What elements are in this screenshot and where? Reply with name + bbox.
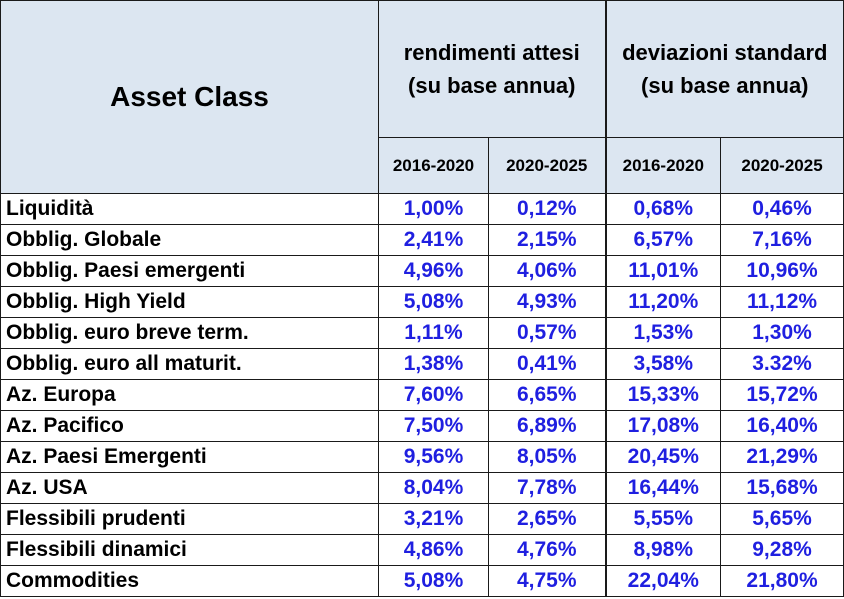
- value-cell: 8,05%: [487, 441, 607, 473]
- table-row: Liquidità 1,00% 0,12% 0,68% 0,46%: [0, 193, 844, 225]
- period-header: 2020-2025: [720, 137, 844, 194]
- asset-class-name: Obblig. euro all maturit.: [0, 348, 379, 380]
- value-cell: 0,57%: [487, 317, 607, 349]
- asset-class-name: Liquidità: [0, 193, 379, 225]
- expected-returns-header: rendimenti attesi (su base annua): [377, 0, 607, 138]
- value-cell: 7,78%: [487, 472, 607, 504]
- value-cell: 6,57%: [604, 224, 722, 256]
- table-row: Obblig. euro all maturit. 1,38% 0,41% 3,58%…: [0, 348, 844, 380]
- value-cell: 9,56%: [378, 441, 489, 473]
- expected-returns-subtitle: (su base annua): [408, 73, 576, 98]
- value-cell: 4,93%: [487, 286, 607, 318]
- asset-class-name: Flessibili dinamici: [0, 534, 379, 566]
- asset-class-name: Az. USA: [0, 472, 379, 504]
- asset-class-header: Asset Class: [0, 0, 379, 194]
- table-row: Az. Paesi Emergenti 9,56% 8,05% 20,45% 21,29…: [0, 441, 844, 473]
- value-cell: 4,75%: [487, 565, 607, 597]
- value-cell: 15,68%: [720, 472, 844, 504]
- value-cell: 4,06%: [487, 255, 607, 287]
- table-row: Az. Pacifico 7,50% 6,89% 17,08% 16,40%: [0, 410, 844, 442]
- value-cell: 15,72%: [720, 379, 844, 411]
- value-cell: 1,00%: [378, 193, 489, 225]
- value-cell: 3.32%: [720, 348, 844, 380]
- table-row: Obblig. Paesi emergenti 4,96% 4,06% 11,01% 1…: [0, 255, 844, 287]
- asset-class-name: Commodities: [0, 565, 379, 597]
- value-cell: 3,21%: [378, 503, 489, 535]
- value-cell: 4,76%: [487, 534, 607, 566]
- asset-class-name: Flessibili prudenti: [0, 503, 379, 535]
- value-cell: 0,68%: [604, 193, 722, 225]
- value-cell: 0,12%: [487, 193, 607, 225]
- value-cell: 5,08%: [378, 286, 489, 318]
- period-header: 2020-2025: [487, 137, 607, 194]
- table-row: Az. Europa 7,60% 6,65% 15,33% 15,72%: [0, 379, 844, 411]
- std-deviation-header: deviazioni standard (su base annua): [604, 0, 844, 138]
- value-cell: 21,80%: [720, 565, 844, 597]
- table-row: Flessibili dinamici 4,86% 4,76% 8,98% 9,28%: [0, 534, 844, 566]
- expected-returns-title: rendimenti attesi: [403, 40, 580, 65]
- value-cell: 0,41%: [487, 348, 607, 380]
- table-row: Commodities 5,08% 4,75% 22,04% 21,80%: [0, 565, 844, 597]
- value-cell: 17,08%: [604, 410, 722, 442]
- value-cell: 5,65%: [720, 503, 844, 535]
- value-cell: 22,04%: [604, 565, 722, 597]
- value-cell: 3,58%: [604, 348, 722, 380]
- value-cell: 6,65%: [487, 379, 607, 411]
- value-cell: 16,44%: [604, 472, 722, 504]
- table-row: Obblig. Globale 2,41% 2,15% 6,57% 7,16%: [0, 224, 844, 256]
- value-cell: 11,20%: [604, 286, 722, 318]
- value-cell: 8,04%: [378, 472, 489, 504]
- asset-class-name: Az. Pacifico: [0, 410, 379, 442]
- value-cell: 5,55%: [604, 503, 722, 535]
- table-row: Az. USA 8,04% 7,78% 16,44% 15,68%: [0, 472, 844, 504]
- asset-class-name: Az. Paesi Emergenti: [0, 441, 379, 473]
- asset-class-name: Az. Europa: [0, 379, 379, 411]
- asset-class-name: Obblig. Globale: [0, 224, 379, 256]
- table-body: Liquidità 1,00% 0,12% 0,68% 0,46% Obblig. Glo…: [0, 193, 844, 597]
- value-cell: 21,29%: [720, 441, 844, 473]
- asset-class-name: Obblig. High Yield: [0, 286, 379, 318]
- table-row: Obblig. High Yield 5,08% 4,93% 11,20% 11,12%: [0, 286, 844, 318]
- asset-class-name: Obblig. Paesi emergenti: [0, 255, 379, 287]
- value-cell: 2,41%: [378, 224, 489, 256]
- value-cell: 20,45%: [604, 441, 722, 473]
- asset-class-name: Obblig. euro breve term.: [0, 317, 379, 349]
- std-deviation-subtitle: (su base annua): [641, 73, 809, 98]
- value-cell: 11,01%: [604, 255, 722, 287]
- std-deviation-title: deviazioni standard: [622, 40, 828, 65]
- value-cell: 4,86%: [378, 534, 489, 566]
- value-cell: 9,28%: [720, 534, 844, 566]
- period-header: 2016-2020: [378, 137, 489, 194]
- value-cell: 15,33%: [604, 379, 722, 411]
- value-cell: 0,46%: [720, 193, 844, 225]
- value-cell: 1,30%: [720, 317, 844, 349]
- value-cell: 5,08%: [378, 565, 489, 597]
- value-cell: 6,89%: [487, 410, 607, 442]
- value-cell: 2,15%: [487, 224, 607, 256]
- value-cell: 7,50%: [378, 410, 489, 442]
- value-cell: 11,12%: [720, 286, 844, 318]
- value-cell: 10,96%: [720, 255, 844, 287]
- value-cell: 1,38%: [378, 348, 489, 380]
- value-cell: 1,11%: [378, 317, 489, 349]
- value-cell: 4,96%: [378, 255, 489, 287]
- value-cell: 16,40%: [720, 410, 844, 442]
- period-header: 2016-2020: [604, 137, 722, 194]
- value-cell: 1,53%: [604, 317, 722, 349]
- table-row: Obblig. euro breve term. 1,11% 0,57% 1,53% 1…: [0, 317, 844, 349]
- value-cell: 7,16%: [720, 224, 844, 256]
- table-row: Flessibili prudenti 3,21% 2,65% 5,55% 5,65%: [0, 503, 844, 535]
- value-cell: 7,60%: [378, 379, 489, 411]
- value-cell: 8,98%: [604, 534, 722, 566]
- value-cell: 2,65%: [487, 503, 607, 535]
